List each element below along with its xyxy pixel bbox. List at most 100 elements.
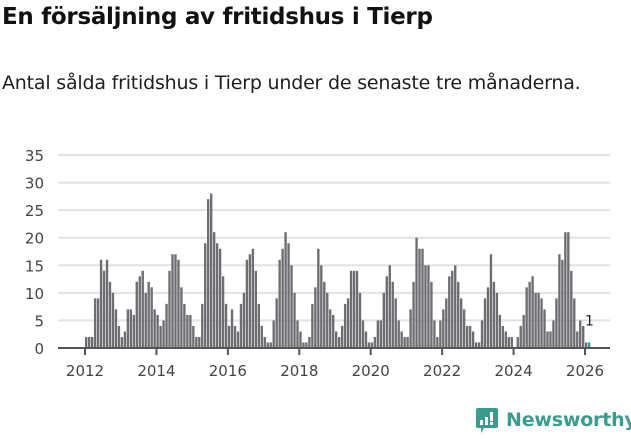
bar (370, 342, 374, 348)
bar (85, 336, 88, 348)
bar (543, 309, 546, 348)
bar (99, 259, 103, 348)
bar (141, 270, 144, 348)
bar (382, 292, 385, 348)
bar (492, 281, 496, 348)
bar (269, 342, 272, 348)
chart-title: En försäljning av fritidshus i Tierp (2, 4, 433, 30)
bar (364, 331, 368, 348)
bar (445, 298, 448, 348)
bar (114, 309, 118, 348)
x-tick-label: 2012 (66, 362, 104, 380)
bar (442, 309, 445, 348)
bar (391, 281, 394, 348)
bar (126, 309, 130, 348)
bar (275, 298, 278, 348)
logo-text: Newsworthy (506, 409, 631, 431)
bar (168, 270, 171, 348)
x-tick-label: 2016 (209, 362, 247, 380)
bar (531, 276, 534, 348)
bar (340, 325, 344, 348)
bar (454, 265, 457, 348)
bar (332, 314, 335, 348)
bar (552, 320, 555, 348)
bar (218, 248, 222, 348)
bar (281, 248, 284, 348)
bar (87, 336, 91, 348)
bar (501, 325, 505, 348)
bar (498, 314, 502, 348)
bar (204, 243, 207, 348)
bar (436, 336, 439, 348)
y-tick-label: 10 (25, 285, 44, 303)
bar (117, 325, 121, 348)
bar (376, 320, 380, 348)
bar (582, 325, 585, 348)
bar (254, 270, 258, 348)
bar (129, 309, 133, 348)
bar (227, 325, 231, 348)
bar (561, 259, 564, 348)
bar (251, 248, 255, 348)
bar (343, 303, 347, 348)
bar (451, 270, 454, 348)
bar (394, 298, 397, 348)
bar (108, 281, 112, 348)
bar (460, 298, 463, 348)
bar (358, 292, 362, 348)
bar (555, 298, 558, 348)
bar (186, 314, 189, 348)
bar (132, 314, 135, 348)
bar (409, 309, 412, 348)
bar (162, 320, 165, 348)
bar (236, 331, 240, 348)
bar (180, 287, 183, 348)
bar (311, 303, 314, 348)
y-tick-label: 25 (25, 202, 44, 220)
bar (465, 325, 469, 348)
bar (489, 254, 493, 348)
bar (352, 270, 356, 348)
bar (468, 325, 472, 348)
bar (248, 254, 252, 348)
bar (367, 342, 371, 348)
bar (546, 331, 549, 348)
bar (135, 281, 138, 348)
y-tick-label: 35 (25, 147, 44, 165)
bar (144, 292, 147, 348)
bar (457, 281, 460, 348)
y-tick-label: 20 (25, 230, 44, 248)
bar (397, 320, 400, 348)
bar (138, 276, 141, 348)
bar (183, 303, 186, 348)
bar (558, 254, 561, 348)
bar (579, 320, 582, 348)
bar (287, 243, 290, 348)
bar (201, 303, 204, 348)
annotation-label: 1 (585, 313, 594, 329)
bar (507, 336, 510, 348)
bar (296, 320, 299, 348)
bar (486, 287, 490, 348)
y-tick-label: 15 (25, 257, 44, 275)
bars (85, 193, 591, 348)
bar (379, 320, 383, 348)
bar (177, 259, 180, 348)
bar (335, 331, 338, 348)
bar (105, 259, 109, 348)
last-value-annotation: 1 (585, 313, 594, 329)
bar (504, 331, 508, 348)
bar (150, 287, 153, 348)
bar (189, 314, 192, 348)
bar-chart-speech-bubble-icon (476, 408, 498, 433)
x-tick-label: 2026 (566, 362, 604, 380)
bar (525, 287, 528, 348)
x-tick-label: 2014 (137, 362, 175, 380)
bar (323, 281, 326, 348)
bar (540, 298, 543, 348)
bar (427, 265, 430, 348)
bar (212, 232, 216, 348)
bar (210, 193, 213, 348)
bar (326, 292, 329, 348)
